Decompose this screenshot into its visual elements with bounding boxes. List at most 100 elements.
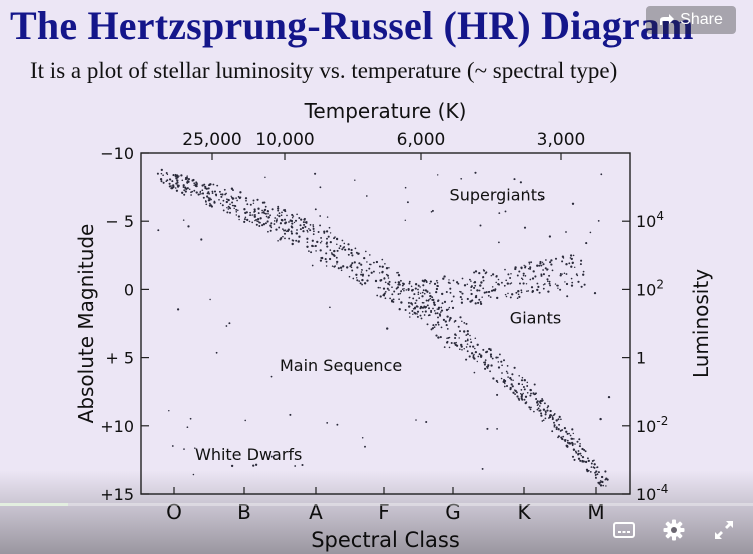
- star-point: [548, 282, 551, 285]
- star-point: [448, 320, 451, 322]
- star-point: [410, 302, 413, 305]
- star-point: [215, 351, 218, 354]
- share-label: Share: [680, 11, 723, 28]
- star-point: [259, 217, 262, 220]
- star-point: [435, 323, 437, 326]
- star-point: [553, 426, 556, 428]
- star-point: [226, 206, 228, 209]
- star-point: [565, 273, 568, 275]
- star-point: [182, 219, 185, 221]
- star-point: [533, 410, 535, 413]
- star-point: [433, 326, 436, 328]
- settings-button[interactable]: [660, 517, 688, 543]
- star-point: [478, 298, 481, 301]
- star-point: [428, 307, 430, 310]
- left-tick-label: 0: [124, 280, 134, 299]
- star-point: [394, 281, 397, 284]
- star-point: [211, 192, 214, 194]
- star-point: [351, 254, 354, 257]
- star-point: [385, 267, 389, 270]
- star-point: [529, 394, 532, 397]
- star-point: [387, 277, 390, 279]
- star-point: [408, 280, 411, 283]
- star-point: [538, 405, 541, 407]
- star-point: [185, 188, 188, 191]
- star-point: [503, 385, 506, 388]
- star-point: [497, 278, 500, 281]
- star-point: [511, 385, 514, 388]
- star-point: [516, 274, 519, 277]
- star-point: [412, 313, 414, 316]
- star-point: [571, 281, 574, 284]
- star-point: [432, 307, 434, 310]
- star-point: [239, 191, 242, 194]
- star-point: [277, 205, 280, 208]
- star-point: [589, 231, 592, 234]
- star-point: [324, 258, 327, 261]
- star-point: [295, 239, 298, 242]
- star-point: [466, 297, 469, 301]
- star-point: [566, 441, 569, 444]
- star-point: [440, 309, 444, 312]
- star-point: [507, 273, 510, 276]
- star-point: [404, 308, 407, 312]
- star-point: [587, 459, 590, 463]
- star-point: [484, 363, 486, 365]
- star-point: [336, 260, 339, 264]
- star-point: [229, 211, 231, 214]
- star-point: [273, 220, 276, 222]
- star-point: [574, 443, 576, 445]
- star-point: [597, 481, 600, 484]
- captions-button[interactable]: [610, 517, 638, 543]
- star-point: [360, 273, 363, 276]
- star-point: [209, 202, 211, 205]
- star-point: [544, 417, 547, 420]
- star-point: [270, 222, 273, 225]
- top-axis-title: Temperature (K): [304, 99, 467, 123]
- star-point: [486, 350, 489, 353]
- star-point: [440, 306, 443, 309]
- star-point: [555, 428, 558, 431]
- star-point: [283, 218, 287, 221]
- star-point: [230, 195, 232, 198]
- star-point: [542, 419, 545, 422]
- star-point: [531, 290, 535, 293]
- star-point: [474, 337, 477, 339]
- fullscreen-button[interactable]: [710, 517, 738, 543]
- star-point: [530, 392, 532, 395]
- star-point: [216, 184, 219, 187]
- star-point: [182, 184, 185, 187]
- star-point: [281, 211, 283, 214]
- star-point: [277, 240, 279, 242]
- star-point: [479, 302, 483, 306]
- star-point: [568, 262, 571, 265]
- star-point: [413, 307, 416, 309]
- star-point: [209, 298, 211, 301]
- star-point: [414, 283, 418, 286]
- star-point: [514, 393, 516, 395]
- star-point: [439, 336, 442, 339]
- star-point: [515, 291, 518, 294]
- star-point: [449, 316, 452, 320]
- star-point: [421, 291, 424, 294]
- region-label: Giants: [510, 309, 561, 328]
- star-point: [246, 218, 249, 222]
- star-point: [449, 287, 452, 290]
- star-point: [354, 179, 356, 181]
- star-point: [304, 225, 307, 228]
- star-point: [512, 379, 514, 382]
- star-point: [474, 350, 478, 354]
- star-point: [519, 393, 522, 395]
- star-point: [461, 292, 464, 295]
- star-point: [363, 256, 366, 260]
- star-point: [537, 403, 540, 405]
- star-point: [291, 226, 294, 229]
- star-point: [474, 302, 477, 305]
- star-point: [291, 216, 294, 219]
- share-button[interactable]: Share: [646, 6, 736, 34]
- star-point: [562, 435, 565, 438]
- progress-bar[interactable]: [0, 503, 753, 506]
- star-point: [482, 279, 485, 282]
- slide-title: The Hertzsprung-Russel (HR) Diagram: [10, 3, 694, 48]
- star-point: [310, 251, 313, 254]
